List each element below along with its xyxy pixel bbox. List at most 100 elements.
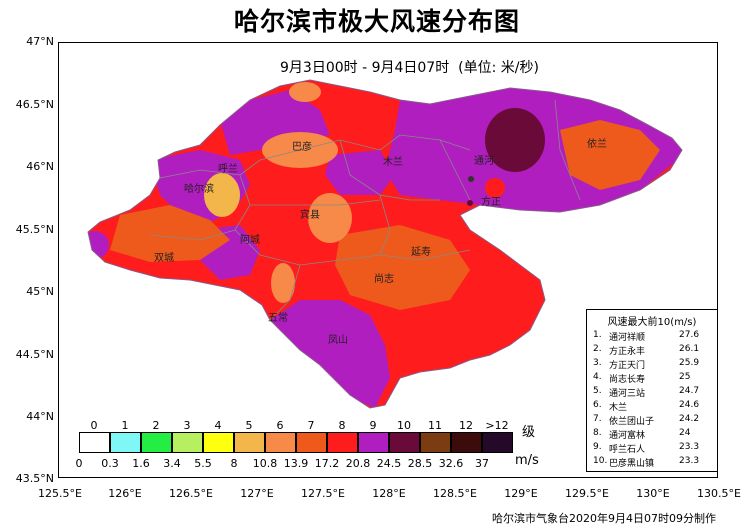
ranking-legend: 风速最大前10(m/s) 1. 通河祥顺 27.6 2. 方正永丰 26.1 3. 方正天门 2… bbox=[586, 309, 718, 472]
ranking-value: 26.1 bbox=[679, 344, 700, 354]
ranking-row: 7. 依兰团山子 24.2 bbox=[591, 414, 715, 428]
x-tick-label: 129°E bbox=[504, 487, 538, 500]
map-subtitle: 9月3日00时 - 9月4日07时 (单位: 米/秒) bbox=[280, 60, 539, 76]
red-spot-fangzheng bbox=[485, 178, 505, 198]
ranking-name: 通河三站 bbox=[609, 389, 646, 399]
station-marker-tonghe bbox=[468, 176, 474, 182]
colorbar-threshold-label: 0 bbox=[75, 457, 83, 470]
county-boundaries bbox=[149, 99, 581, 321]
colorbar-level-label: 9 bbox=[369, 419, 377, 432]
colorbar-swatch bbox=[420, 432, 451, 453]
colorbar-level-label: >12 bbox=[485, 419, 509, 432]
y-tick-label: 44°N bbox=[26, 410, 54, 423]
orange-patch-north bbox=[289, 82, 321, 102]
colorbar-level-unit: 级 bbox=[522, 425, 536, 440]
ranking-rank: 3. bbox=[593, 358, 602, 368]
station-marker-fangzheng bbox=[467, 200, 473, 206]
dark-red-region bbox=[110, 205, 230, 262]
ranking-title: 风速最大前10(m/s) bbox=[607, 317, 697, 328]
y-tick-label: 47°N bbox=[26, 35, 54, 48]
ranking-name: 呼兰石人 bbox=[609, 445, 646, 455]
x-tick-label: 129.5°E bbox=[565, 487, 609, 500]
colorbar-level-label: 10 bbox=[397, 419, 411, 432]
dark-red-south-region bbox=[335, 225, 470, 310]
colorbar-threshold-label: 28.5 bbox=[407, 457, 433, 470]
colorbar-swatch bbox=[265, 432, 296, 453]
city-label-yanshou: 延寿 bbox=[411, 247, 431, 258]
ranking-rank: 4. bbox=[593, 372, 602, 382]
ranking-name: 巴彦黑山镇 bbox=[609, 459, 655, 469]
colorbar-swatch bbox=[358, 432, 389, 453]
ranking-value: 24.2 bbox=[679, 414, 700, 424]
colorbar-swatch bbox=[296, 432, 327, 453]
ranking-row: 4. 尚志长寿 25 bbox=[591, 372, 715, 386]
ranking-name: 方正天门 bbox=[609, 361, 646, 371]
purple-south-region bbox=[270, 300, 390, 408]
orange-patch-wuchang bbox=[271, 263, 295, 303]
ranking-name: 尚志长寿 bbox=[609, 375, 646, 385]
colorbar-level-label: 11 bbox=[428, 419, 442, 432]
purple-spot-2 bbox=[88, 231, 109, 259]
ranking-row: 9. 呼兰石人 23.3 bbox=[591, 442, 715, 456]
ranking-value: 25 bbox=[679, 372, 691, 382]
x-tick-label: 130.5°E bbox=[697, 487, 741, 500]
colorbar-swatch bbox=[172, 432, 203, 453]
purple-central-region bbox=[325, 150, 395, 195]
colorbar-threshold-label: 13.9 bbox=[283, 457, 309, 470]
colorbar-level-label: 1 bbox=[121, 419, 129, 432]
colorbar-threshold-label: 0.3 bbox=[101, 457, 119, 470]
city-label-hulan: 呼兰 bbox=[218, 164, 238, 175]
ranking-row: 8. 通河富林 24 bbox=[591, 428, 715, 442]
y-tick-label: 46.5°N bbox=[15, 98, 54, 111]
city-label-shuangcheng: 双城 bbox=[154, 253, 174, 264]
x-tick-label: 127°E bbox=[240, 487, 274, 500]
ranking-rank: 7. bbox=[593, 414, 602, 424]
orange-patch-harbin bbox=[204, 173, 240, 217]
map-title: 哈尔滨市极大风速分布图 bbox=[233, 7, 520, 36]
y-tick-label: 43.5°N bbox=[15, 472, 54, 485]
city-label-wuchang: 五常 bbox=[268, 313, 288, 324]
footer-credit: 哈尔滨市气象台2020年9月4日07时09分制作 bbox=[492, 512, 716, 525]
colorbar-level-label: 6 bbox=[276, 419, 284, 432]
ranking-value: 27.6 bbox=[679, 330, 700, 340]
colorbar-level-label: 5 bbox=[245, 419, 253, 432]
ranking-rank: 8. bbox=[593, 428, 602, 438]
colorbar-swatch bbox=[389, 432, 420, 453]
ranking-name: 木兰 bbox=[609, 403, 628, 413]
city-label-bayan: 巴彦 bbox=[292, 142, 312, 153]
colorbar-threshold-label: 10.8 bbox=[252, 457, 278, 470]
map-frame bbox=[58, 42, 718, 478]
x-tick-label: 126°E bbox=[108, 487, 142, 500]
city-label-binxian: 宾县 bbox=[300, 210, 320, 221]
ranking-rank: 6. bbox=[593, 400, 602, 410]
city-label-fangzheng: 方正 bbox=[481, 197, 501, 208]
y-tick-label: 45°N bbox=[26, 285, 54, 298]
ranking-rank: 5. bbox=[593, 386, 602, 396]
ranking-value: 24.6 bbox=[679, 400, 700, 410]
city-label-tonghe: 通河 bbox=[474, 156, 494, 167]
orange-patch-yilan bbox=[610, 141, 650, 169]
ranking-row: 3. 方正天门 25.9 bbox=[591, 358, 715, 372]
colorbar-threshold-label: 3.4 bbox=[163, 457, 181, 470]
colorbar-threshold-label: 37 bbox=[475, 457, 489, 470]
ranking-rank: 2. bbox=[593, 344, 602, 354]
city-label-yilan: 依兰 bbox=[587, 139, 607, 150]
colorbar-swatch bbox=[110, 432, 141, 453]
colorbar-threshold-label: 24.5 bbox=[376, 457, 402, 470]
colorbar-level-label: 7 bbox=[307, 419, 315, 432]
ranking-row: 10. 巴彦黑山镇 23.3 bbox=[591, 456, 715, 470]
colorbar-threshold-label: 5.5 bbox=[194, 457, 212, 470]
colorbar-speed-unit: m/s bbox=[515, 453, 539, 468]
x-tick-label: 128.5°E bbox=[433, 487, 477, 500]
y-tick-label: 44.5°N bbox=[15, 348, 54, 361]
ranking-name: 依兰团山子 bbox=[609, 417, 655, 427]
colorbar-level-label: 8 bbox=[338, 419, 346, 432]
max-wind-center bbox=[485, 108, 545, 172]
x-tick-label: 125.5°E bbox=[38, 487, 82, 500]
colorbar-threshold-label: 32.6 bbox=[438, 457, 464, 470]
colorbar-threshold-label: 17.2 bbox=[314, 457, 340, 470]
colorbar-level-label: 3 bbox=[183, 419, 191, 432]
ranking-value: 25.9 bbox=[679, 358, 700, 368]
ranking-row: 6. 木兰 24.6 bbox=[591, 400, 715, 414]
